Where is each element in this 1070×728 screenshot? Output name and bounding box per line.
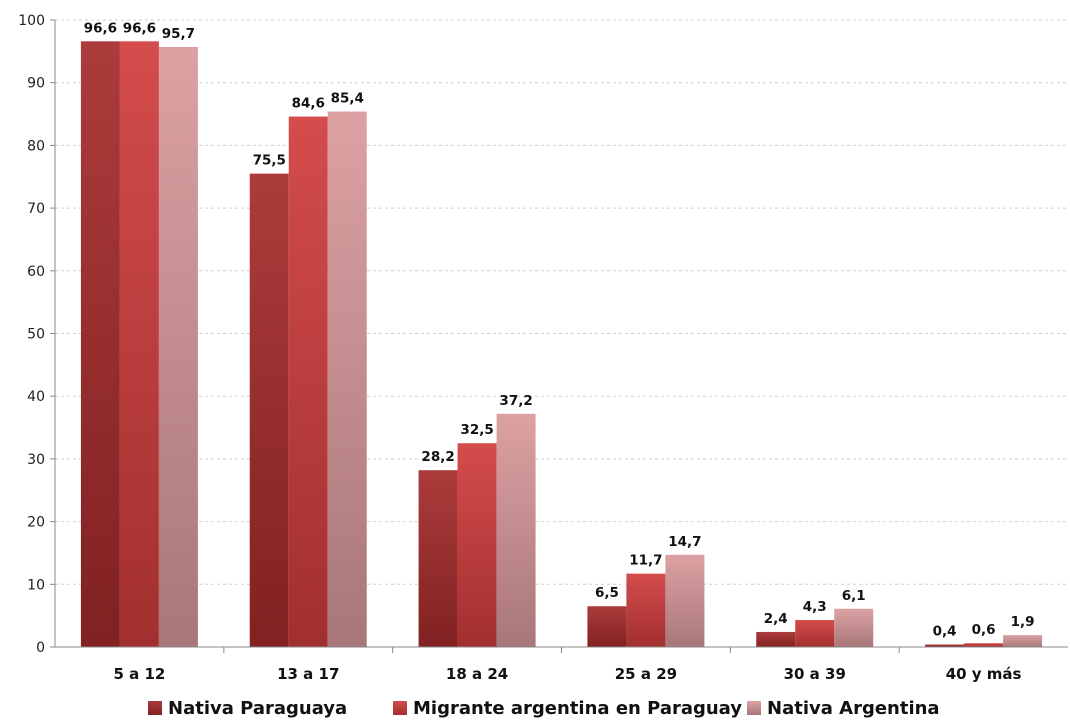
data-label: 96,6 — [84, 20, 117, 36]
data-label: 37,2 — [499, 393, 532, 409]
bar — [249, 173, 289, 648]
x-tick-label: 30 a 39 — [784, 665, 846, 683]
y-axis: 0 10 20 30 40 50 60 70 80 90 100 — [18, 13, 55, 656]
bar — [626, 573, 666, 647]
data-label: 96,6 — [123, 20, 156, 36]
data-label: 0,6 — [972, 622, 996, 638]
x-tick-label: 25 a 29 — [615, 665, 677, 683]
bars — [80, 41, 1043, 648]
x-tick-label: 40 y más — [946, 665, 1022, 683]
legend-swatch — [747, 701, 761, 715]
data-label: 2,4 — [764, 611, 788, 627]
x-tick-label: 5 a 12 — [113, 665, 165, 683]
data-label: 85,4 — [331, 91, 364, 107]
data-label: 0,4 — [933, 623, 957, 639]
legend-label: Migrante argentina en Paraguay — [413, 698, 742, 719]
y-tick-label: 30 — [27, 452, 45, 468]
y-tick-label: 40 — [27, 389, 45, 405]
y-tick-label: 80 — [27, 138, 45, 154]
legend-label: Nativa Paraguaya — [168, 698, 347, 719]
data-label: 6,1 — [842, 588, 866, 604]
bar — [834, 608, 874, 647]
bar — [327, 111, 367, 648]
legend-swatch — [148, 701, 162, 715]
data-label: 11,7 — [629, 553, 662, 569]
x-tick-label: 13 a 17 — [277, 665, 339, 683]
data-label: 6,5 — [595, 585, 619, 601]
data-label: 28,2 — [421, 449, 454, 465]
data-label: 1,9 — [1011, 614, 1035, 630]
bar — [288, 116, 328, 648]
bar — [158, 46, 198, 647]
legend-swatch — [393, 701, 407, 715]
x-tick-label: 18 a 24 — [446, 665, 508, 683]
bar — [587, 606, 627, 647]
y-tick-label: 70 — [27, 201, 45, 217]
bar — [457, 443, 497, 647]
y-tick-label: 100 — [18, 13, 45, 29]
bar — [496, 413, 536, 647]
data-label: 32,5 — [460, 422, 493, 438]
bar — [119, 41, 159, 648]
data-label: 84,6 — [292, 96, 325, 112]
data-labels: 96,6 96,6 95,7 75,5 84,6 85,4 28,2 32,5 37,2 6,5 1… — [84, 20, 1035, 639]
legend-label: Nativa Argentina — [767, 698, 940, 719]
grid — [55, 19, 1068, 585]
y-tick-label: 10 — [27, 577, 45, 593]
x-axis — [54, 20, 1068, 653]
y-tick-label: 90 — [27, 76, 45, 92]
legend: Nativa Paraguaya Migrante argentina en Pa… — [148, 698, 940, 719]
bar — [665, 554, 705, 647]
bar — [964, 643, 1004, 647]
bar — [756, 631, 796, 647]
bar — [418, 470, 458, 647]
y-tick-label: 50 — [27, 327, 45, 343]
bar — [80, 41, 120, 648]
y-tick-label: 20 — [27, 515, 45, 531]
bar — [1003, 635, 1043, 647]
data-label: 75,5 — [253, 153, 286, 169]
bar — [795, 620, 835, 647]
data-label: 14,7 — [668, 534, 701, 550]
y-tick-label: 0 — [36, 640, 45, 656]
x-axis-labels: 5 a 12 13 a 17 18 a 24 25 a 29 30 a 39 40 y m… — [113, 665, 1021, 683]
bar — [925, 644, 965, 647]
data-label: 4,3 — [803, 599, 827, 615]
y-tick-label: 60 — [27, 264, 45, 280]
data-label: 95,7 — [162, 26, 195, 42]
